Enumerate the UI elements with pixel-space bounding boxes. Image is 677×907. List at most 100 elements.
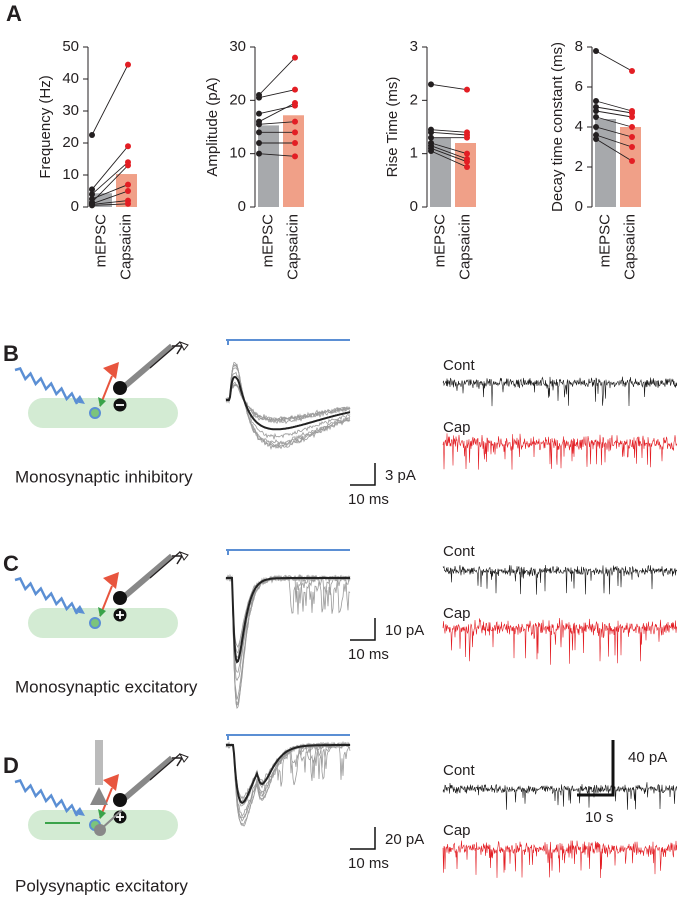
pair-line <box>430 150 468 168</box>
recorded-cell <box>113 591 127 605</box>
x-tick-label: mEPSC <box>92 214 109 268</box>
y-tick-label: 10 <box>229 145 246 162</box>
point <box>464 164 470 170</box>
point <box>292 54 298 61</box>
electrode-head <box>178 753 189 763</box>
red-neuron <box>103 774 119 791</box>
mean-trace <box>226 577 350 664</box>
y-tick-label: 0 <box>71 198 79 215</box>
x-tick-label: Capsaicin <box>621 214 638 280</box>
y-axis-label: Amplitude (pA) <box>204 77 221 176</box>
y-tick-label: 8 <box>575 38 583 55</box>
electrode <box>123 343 174 389</box>
pair-line <box>430 129 468 133</box>
pair-line <box>430 131 468 136</box>
point <box>593 136 599 142</box>
pair-line <box>91 203 129 206</box>
point <box>125 181 131 188</box>
light-arrow <box>74 395 85 404</box>
point <box>125 61 131 68</box>
bar <box>430 137 451 207</box>
bar <box>620 127 641 207</box>
y-tick-label: 3 <box>410 38 418 55</box>
red-neuron <box>103 572 119 589</box>
y-tick-label: 50 <box>62 38 79 55</box>
y-axis-label: Decay time constant (ms) <box>549 42 566 212</box>
green-terminal <box>98 607 106 617</box>
pair-line <box>258 57 296 96</box>
point <box>256 140 262 146</box>
trace-label: Cap <box>443 822 471 839</box>
continuous-trace <box>442 617 677 665</box>
scale-x-label: 10 ms <box>348 855 389 872</box>
pair-line <box>595 116 633 128</box>
pair-line <box>258 89 296 99</box>
point <box>629 158 635 164</box>
scale-bar <box>350 618 376 641</box>
diagram-caption: Monosynaptic excitatory <box>15 677 198 696</box>
light-wave <box>14 367 79 405</box>
point <box>428 148 434 154</box>
point <box>89 202 95 209</box>
panel-label: B <box>3 341 19 366</box>
x-tick-label: Capsaicin <box>456 214 473 280</box>
mean-trace <box>226 744 350 804</box>
point <box>125 200 131 207</box>
point <box>464 134 470 141</box>
point <box>593 114 599 120</box>
pair-line <box>595 106 633 114</box>
panel-label: A <box>6 1 22 26</box>
panel-label: C <box>3 551 19 576</box>
trace-label: Cap <box>443 605 471 622</box>
green-terminal <box>98 809 106 819</box>
electrode-head <box>178 341 189 351</box>
pair-line <box>91 200 129 205</box>
scale-y-label: 20 pA <box>385 831 424 848</box>
cell-body <box>28 398 178 428</box>
pair-line <box>595 100 633 112</box>
pair-line <box>595 138 633 162</box>
y-axis-label: Rise Time (ms) <box>384 77 401 178</box>
bar <box>258 125 279 207</box>
y-tick-label: 4 <box>575 118 583 135</box>
point <box>89 186 95 193</box>
red-neuron <box>103 362 119 379</box>
evoked-trace <box>225 371 351 440</box>
y-tick-label: 40 <box>62 70 79 87</box>
scale-bar <box>350 827 376 850</box>
y-tick-label: 0 <box>238 198 246 215</box>
point <box>428 129 434 136</box>
y-tick-label: 2 <box>410 91 418 108</box>
evoked-trace <box>225 573 351 654</box>
point <box>464 86 470 93</box>
pair-line <box>430 147 468 163</box>
point <box>89 132 95 138</box>
point <box>89 191 95 198</box>
light-wave <box>14 577 79 615</box>
bar <box>283 115 304 207</box>
evoked-trace <box>225 741 351 819</box>
scale-y-label: 3 pA <box>385 467 416 484</box>
green-terminal <box>98 397 106 407</box>
trace-label: Cont <box>443 543 476 560</box>
point <box>629 134 635 140</box>
point <box>292 153 298 160</box>
point <box>292 129 298 136</box>
trace-label: Cont <box>443 357 476 374</box>
diagram-caption: Monosynaptic inhibitory <box>15 467 193 486</box>
continuous-trace <box>442 433 677 470</box>
point <box>292 100 298 106</box>
summary-scale-x: 10 s <box>585 809 613 826</box>
y-tick-label: 30 <box>229 38 246 55</box>
y-tick-label: 2 <box>575 158 583 175</box>
panel-label: D <box>3 753 19 778</box>
y-tick-label: 20 <box>62 134 79 151</box>
target-cell <box>89 617 101 629</box>
y-tick-label: 6 <box>575 78 583 95</box>
point <box>125 188 131 194</box>
point <box>629 144 635 150</box>
point <box>256 129 262 136</box>
point <box>593 108 599 114</box>
pair-line <box>595 134 633 148</box>
